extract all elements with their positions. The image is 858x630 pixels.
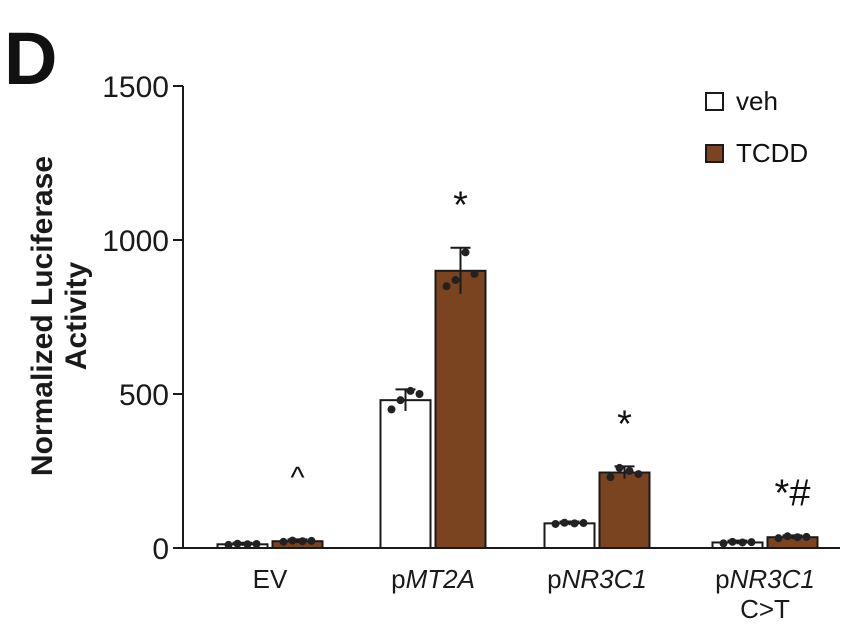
data-point — [387, 405, 396, 414]
data-point — [560, 518, 569, 527]
data-point — [451, 276, 460, 285]
data-point — [396, 396, 405, 405]
data-point — [551, 519, 560, 528]
y-axis-label: Normalized Luciferase Activity — [26, 156, 93, 476]
legend-label-tcdd: TCDD — [736, 138, 808, 168]
data-point — [307, 536, 316, 545]
x-tick-label-2: pNR3C1 — [547, 564, 647, 594]
data-point — [606, 473, 615, 482]
data-point — [625, 467, 634, 475]
data-point — [461, 248, 470, 257]
annotations-group: ^ * * *# — [290, 185, 810, 515]
data-point — [579, 519, 588, 528]
data-point — [634, 470, 643, 479]
data-point — [719, 539, 728, 548]
data-point — [279, 537, 288, 546]
bar-tcdd-1 — [434, 269, 487, 549]
bar-tcdd-2 — [598, 471, 651, 550]
panel-letter: D — [4, 17, 57, 100]
x-tick-label-0: EV — [253, 564, 288, 594]
data-point — [747, 538, 756, 547]
y-axis-label-line2: Activity — [60, 262, 93, 371]
x-tick-label-3: pNR3C1 — [715, 564, 815, 594]
data-point — [288, 536, 297, 545]
significance-marker-3: *# — [775, 472, 811, 514]
data-point — [615, 463, 624, 472]
significance-marker-2: * — [617, 403, 632, 445]
bars-group — [216, 246, 819, 550]
y-tick-label: 0 — [152, 533, 169, 566]
legend-label-veh: veh — [736, 86, 778, 116]
data-point — [570, 519, 579, 528]
bar-veh-1 — [379, 399, 432, 549]
data-point — [415, 390, 424, 398]
data-point — [243, 540, 252, 549]
y-axis-label-line1: Normalized Luciferase — [26, 156, 59, 476]
data-point — [774, 534, 783, 543]
data-point — [233, 539, 242, 548]
y-tick-label: 1000 — [102, 225, 169, 258]
x-tick-label-line2-3: C>T — [740, 594, 790, 624]
data-point — [738, 538, 747, 547]
x-tick-label-1: pMT2A — [391, 564, 475, 594]
data-point — [470, 269, 479, 278]
data-point — [442, 282, 451, 291]
data-point — [298, 537, 307, 546]
bar-veh-2 — [543, 522, 596, 549]
data-point — [224, 540, 233, 549]
data-point — [252, 539, 261, 548]
legend-swatch-tcdd — [705, 144, 724, 163]
significance-marker-1: * — [453, 185, 468, 227]
y-axis: 0 500 1000 1500 — [102, 71, 184, 566]
data-point — [793, 533, 802, 542]
legend-swatch-veh — [705, 92, 724, 111]
data-point — [802, 532, 811, 541]
significance-marker-0: ^ — [290, 461, 304, 494]
legend: veh TCDD — [705, 86, 808, 168]
data-point — [783, 532, 792, 541]
y-tick-label: 1500 — [102, 71, 169, 104]
data-point — [406, 386, 415, 395]
data-point — [728, 537, 737, 546]
y-tick-label: 500 — [119, 379, 169, 412]
